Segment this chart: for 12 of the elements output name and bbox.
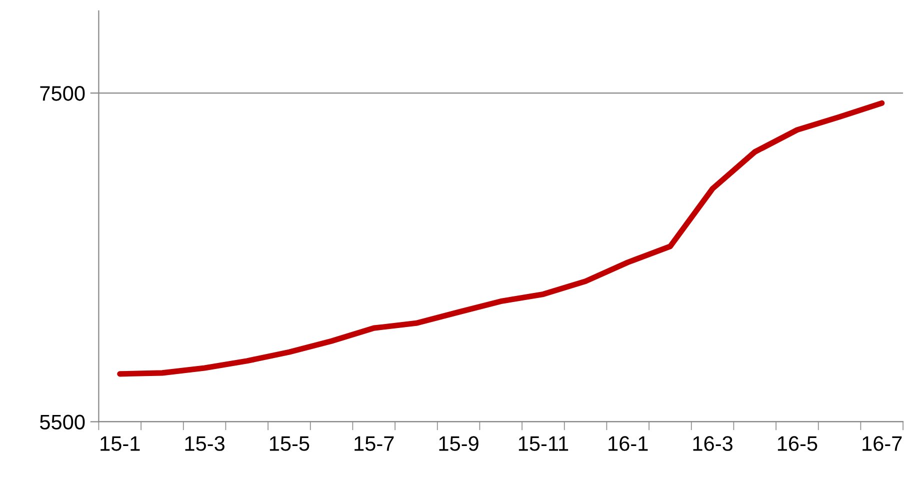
y-tick-label: 5500 bbox=[40, 414, 85, 430]
x-tick-label: 16-5 bbox=[778, 436, 818, 451]
x-tick-label: 16-3 bbox=[693, 436, 732, 451]
x-tick-label: 15-9 bbox=[439, 436, 478, 451]
x-tick-label: 16-1 bbox=[608, 436, 648, 451]
x-tick-label: 15-5 bbox=[270, 436, 310, 451]
y-tick-label: 7500 bbox=[40, 86, 85, 101]
x-tick-label: 15-1 bbox=[100, 436, 140, 451]
x-tick-label: 15-3 bbox=[185, 436, 224, 451]
x-tick-label: 15-11 bbox=[518, 436, 568, 451]
x-tick-label: 15-7 bbox=[354, 436, 394, 451]
x-tick-label: 16-7 bbox=[862, 436, 902, 451]
